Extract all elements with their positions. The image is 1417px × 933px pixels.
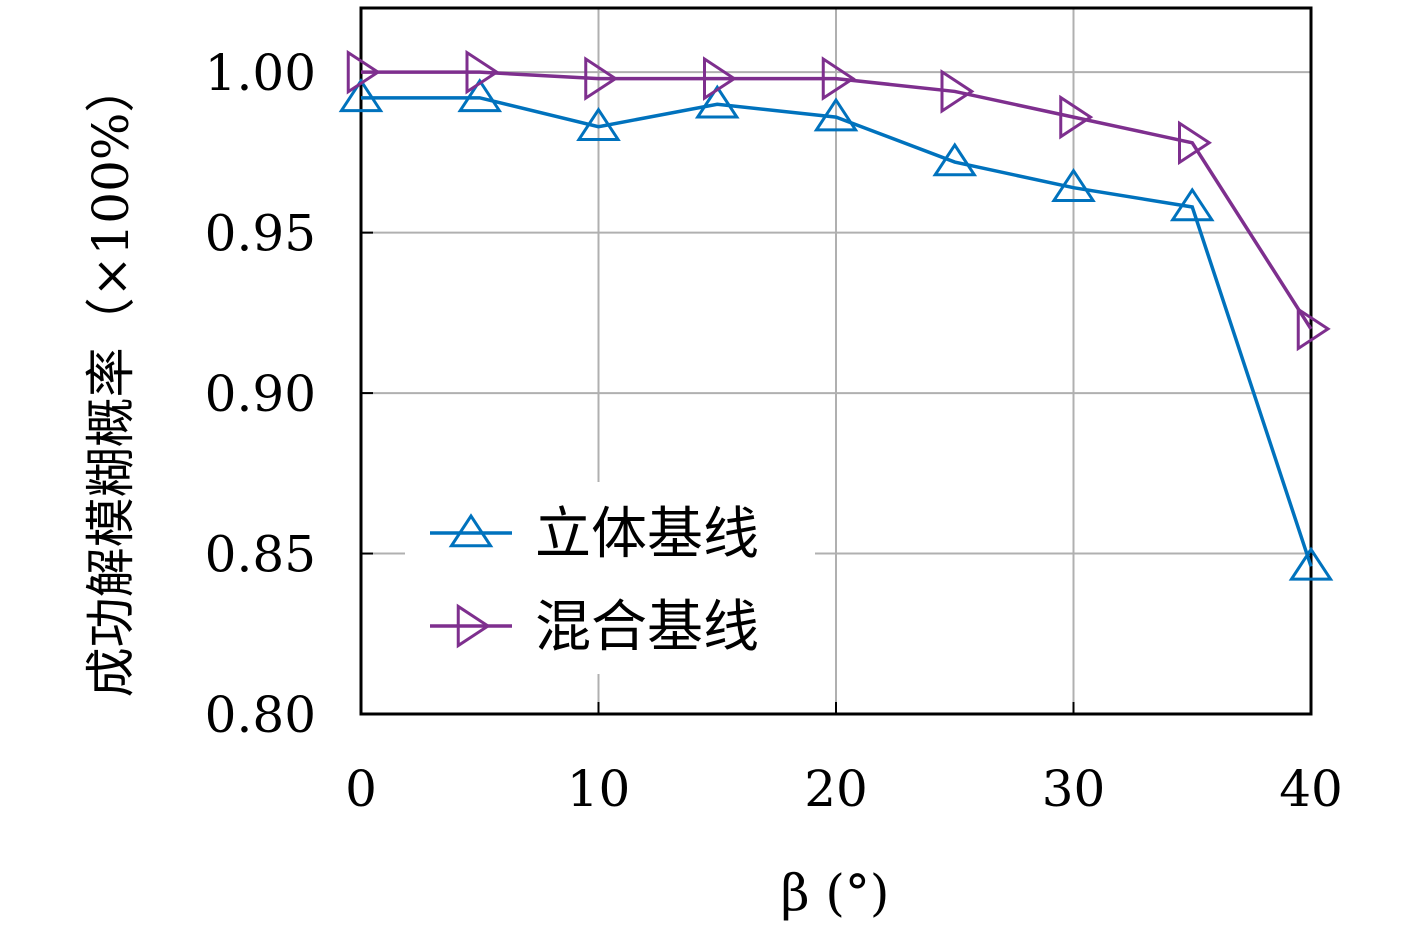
series-line-0 [361, 96, 1313, 567]
y-axis-label: 成功解模糊概率（×100%） [82, 63, 140, 698]
series-0-point-7 [1169, 187, 1215, 222]
series-layer [338, 49, 1334, 581]
series-1-point-2 [584, 56, 619, 101]
series-0-point-3 [694, 84, 740, 119]
legend-label-0: 立体基线 [535, 502, 759, 567]
legend-mask [405, 482, 815, 674]
x-tick-group: 0 10 20 30 40 [345, 702, 1343, 818]
legend-marker-1 [456, 603, 491, 649]
y-tick-label-1: 0.85 [205, 526, 316, 584]
series-0-point-8 [1288, 546, 1334, 581]
series-1-point-7 [1178, 120, 1212, 166]
legend-marker-0 [448, 513, 494, 548]
x-tick-label-3: 30 [1042, 760, 1106, 818]
series-0-point-0 [338, 78, 384, 113]
series-0-point-6 [1051, 167, 1096, 202]
series-1-point-0 [346, 49, 381, 95]
series-0-point-5 [932, 142, 978, 177]
plot-frame [359, 6, 1313, 716]
x-tick-label-4: 40 [1279, 760, 1343, 818]
x-tick-label-2: 20 [804, 760, 868, 818]
series-1-point-4 [821, 56, 856, 101]
y-tick-label-4: 1.00 [205, 44, 316, 102]
series-0-point-1 [457, 78, 503, 113]
x-tick-label-1: 10 [567, 760, 631, 818]
series-1-point-3 [703, 56, 737, 101]
y-tick-label-0: 0.80 [205, 686, 316, 744]
series-1-point-5 [940, 69, 975, 114]
series-0-point-2 [576, 107, 621, 141]
x-tick-label-0: 0 [345, 760, 377, 818]
y-tick-group: 0.80 0.85 0.90 0.95 1.00 [205, 44, 373, 744]
x-axis-label: β (°) [781, 864, 890, 922]
legend-label-1: 混合基线 [535, 595, 759, 660]
series-0-point-4 [813, 97, 859, 132]
series-line-1 [361, 70, 1313, 330]
y-tick-label-2: 0.90 [205, 365, 316, 423]
series-1-point-1 [465, 49, 500, 95]
series-1-point-8 [1296, 306, 1331, 352]
y-tick-label-3: 0.95 [205, 205, 316, 263]
series-1-point-6 [1059, 94, 1094, 140]
